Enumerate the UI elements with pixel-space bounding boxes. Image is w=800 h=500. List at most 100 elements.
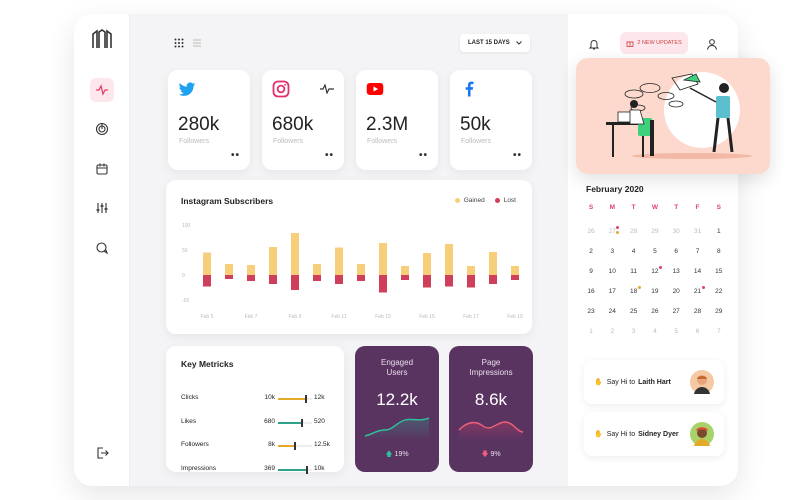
bar-lost[interactable] [445,275,453,287]
calendar-day[interactable]: 14 [693,268,702,275]
bar-lost[interactable] [423,275,431,288]
calendar-day[interactable]: 4 [653,328,657,335]
bell-icon[interactable] [588,38,600,50]
say-hi-card-2[interactable]: ✋ Say Hi to Sidney Dyer [584,412,724,456]
more-icon[interactable]: •• [512,150,522,161]
calendar-day[interactable]: 24 [608,308,616,315]
list-view-icon[interactable] [192,38,202,48]
facebook-card[interactable]: 50k Followers •• [450,70,532,170]
bar-gained[interactable] [269,247,277,275]
bar-lost[interactable] [203,275,211,287]
twitter-card[interactable]: 280k Followers •• [168,70,250,170]
bar-lost[interactable] [489,275,497,284]
nav-settings[interactable] [90,196,114,220]
calendar-day[interactable]: 6 [695,328,700,335]
bar-gained[interactable] [401,266,409,275]
bar-gained[interactable] [511,266,519,275]
calendar-day[interactable]: 4 [631,248,636,255]
calendar-day[interactable]: 2 [610,328,615,335]
nav-calendar[interactable] [90,157,114,181]
grid-view-icon[interactable] [174,38,184,48]
bar-gained[interactable] [247,265,255,275]
nav-analytics[interactable] [90,117,114,141]
bar-lost[interactable] [247,275,255,281]
main-content: LAST 15 DAYS 280k Followers •• 680k Foll… [130,14,568,486]
calendar-day[interactable]: 25 [629,308,638,315]
bar-lost[interactable] [291,275,299,290]
calendar-day[interactable]: 26 [651,308,659,315]
calendar-day[interactable]: 21 [693,288,702,295]
calendar-day[interactable]: 29 [715,308,723,315]
bar-gained[interactable] [291,233,299,275]
calendar-day[interactable]: 11 [630,268,637,275]
nav-messages[interactable] [90,236,114,260]
calendar-day[interactable]: 5 [653,248,657,255]
calendar-day[interactable]: 5 [674,328,678,335]
calendar-day[interactable]: 26 [587,228,595,235]
user-icon[interactable] [706,38,718,50]
bar-lost[interactable] [357,275,365,281]
date-range-select[interactable]: LAST 15 DAYS [460,34,530,52]
calendar-day[interactable]: 27 [672,308,680,315]
say-hi-card-1[interactable]: ✋ Say Hi to Laith Hart [584,360,724,404]
youtube-card[interactable]: 2.3M Followers •• [356,70,438,170]
bar-lost[interactable] [313,275,321,281]
page-impressions-title: Page Impressions [449,358,533,378]
bar-lost[interactable] [467,275,475,288]
calendar-day[interactable]: 30 [672,228,680,235]
bar-chart: 100 50 0 -50 Feb 5 Feb 7 Feb 9 Feb 11 Feb 13 Feb … [182,223,523,320]
bar-gained[interactable] [423,253,431,275]
calendar-day[interactable]: 31 [693,228,702,235]
calendar-day[interactable]: 3 [631,328,636,335]
calendar-day[interactable]: 7 [695,248,700,255]
calendar-day[interactable]: 13 [672,268,680,275]
logo[interactable] [91,28,113,50]
calendar-day[interactable]: 3 [610,248,615,255]
calendar-day[interactable]: 2 [589,248,593,255]
more-icon[interactable]: •• [324,150,334,161]
calendar-day[interactable]: 18 [629,288,638,295]
bar-lost[interactable] [335,275,343,284]
bar-gained[interactable] [313,264,321,275]
calendar-day[interactable]: 7 [716,328,721,335]
calendar-day[interactable]: 16 [587,288,595,295]
bar-lost[interactable] [511,275,519,280]
calendar-day[interactable]: 6 [674,248,678,255]
bar-gained[interactable] [445,244,453,275]
calendar-day[interactable]: 9 [589,268,593,275]
calendar-day[interactable]: 22 [715,288,723,295]
calendar-day[interactable]: 15 [715,268,723,275]
bar-lost[interactable] [225,275,233,279]
calendar-day[interactable]: 1 [589,328,593,335]
bar-lost[interactable] [379,275,387,293]
updates-button[interactable]: 2 NEW UPDATES [620,32,688,54]
calendar-day[interactable]: 28 [693,308,702,315]
bar-lost[interactable] [269,275,277,284]
engaged-users-card[interactable]: Engaged Users 12.2k 🡅 19% [355,346,439,472]
bar-lost[interactable] [401,275,409,280]
nav-logout[interactable] [90,441,114,465]
calendar-day[interactable]: 19 [651,288,659,295]
bar-gained[interactable] [467,266,475,275]
bar-gained[interactable] [203,252,211,276]
more-icon[interactable]: •• [230,150,240,161]
instagram-card[interactable]: 680k Followers •• [262,70,344,170]
calendar-day[interactable]: 8 [716,248,721,255]
nav-activity[interactable] [90,78,114,102]
more-icon[interactable]: •• [418,150,428,161]
bar-gained[interactable] [335,247,343,276]
calendar-day[interactable]: 17 [608,288,616,295]
calendar-day[interactable]: 1 [716,228,721,235]
calendar-day[interactable]: 20 [672,288,680,295]
bar-gained[interactable] [225,264,233,275]
bar-gained[interactable] [489,252,497,275]
calendar-day[interactable]: 29 [651,228,659,235]
calendar-day[interactable]: 28 [629,228,638,235]
page-impressions-card[interactable]: Page Impressions 8.6k 🡇 9% [449,346,533,472]
bar-gained[interactable] [357,264,365,275]
calendar-day[interactable]: 10 [608,268,616,275]
bar-gained[interactable] [379,243,387,275]
calendar-day[interactable]: 27 [608,228,616,235]
calendar-day[interactable]: 23 [587,308,595,315]
calendar-day[interactable]: 12 [651,268,659,275]
